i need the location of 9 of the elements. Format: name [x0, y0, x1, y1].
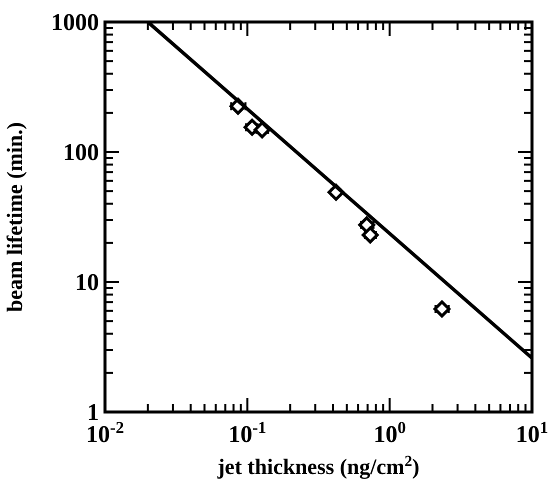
y-tick-label: 1000 [51, 10, 99, 36]
y-axis-title: beam lifetime (min.) [2, 122, 27, 312]
y-tick-label: 10 [75, 270, 99, 296]
y-tick-label: 1 [87, 400, 99, 426]
x-tick-label: 10$^{-1}$ [228, 418, 266, 448]
y-tick-label: 100 [63, 140, 99, 166]
x-axis-title: jet thickness (ng/cm$^{2}$) [216, 452, 420, 479]
x-tick-label: 10$^{1}$ [516, 418, 548, 448]
x-tick-label: 10$^{0}$ [373, 418, 406, 448]
